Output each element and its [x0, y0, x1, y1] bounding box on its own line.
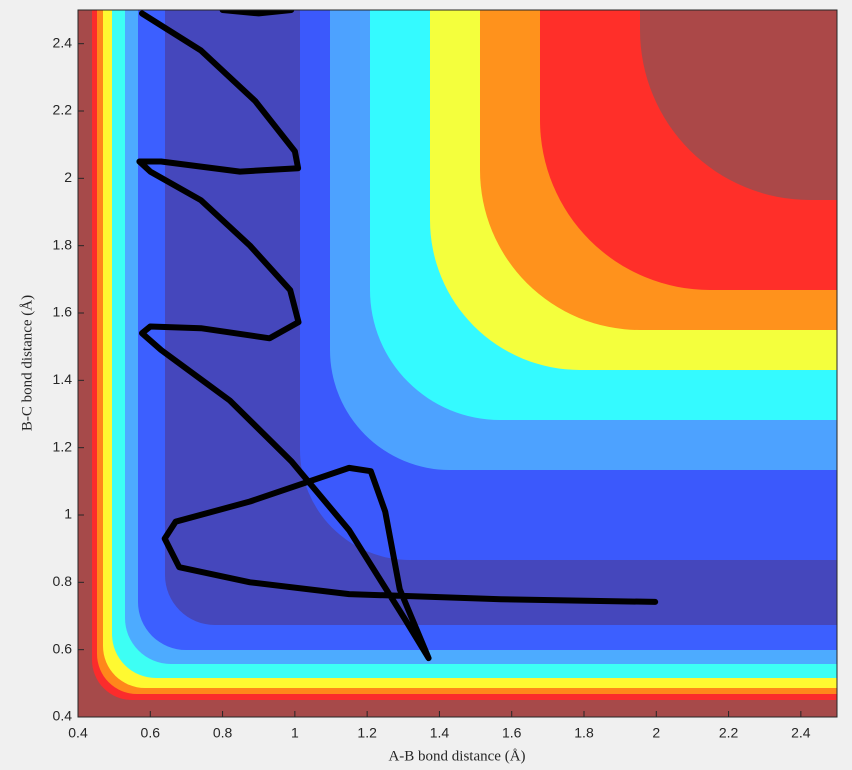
- y-tick-label: 2.4: [53, 34, 73, 50]
- x-tick-label: 0.4: [68, 725, 88, 741]
- trajectory-layer: [136, 10, 659, 662]
- potential-surface: [78, 10, 837, 717]
- x-axis-label: A-B bond distance (Å): [388, 748, 525, 764]
- x-tick-label: 1.8: [574, 725, 594, 741]
- x-tick-label: 2: [652, 725, 660, 741]
- y-tick-label: 1.8: [53, 236, 73, 252]
- contour-band: [640, 10, 837, 200]
- y-axis-label: B-C bond distance (Å): [19, 295, 35, 431]
- y-tick-label: 2: [64, 169, 72, 185]
- x-tick-label: 0.8: [213, 725, 233, 741]
- plot-frame: [77, 9, 838, 718]
- y-tick-label: 2.2: [53, 102, 73, 118]
- y-tick-label: 0.4: [53, 708, 73, 724]
- x-tick-label: 2.4: [791, 725, 811, 741]
- x-tick-label: 2.2: [719, 725, 739, 741]
- x-tick-label: 0.6: [141, 725, 161, 741]
- y-tick-label: 1.2: [53, 438, 73, 454]
- y-tick-label: 1: [64, 506, 72, 522]
- x-tick-label: 1.4: [430, 725, 450, 741]
- y-tick-label: 1.4: [53, 371, 73, 387]
- y-tick-label: 1.6: [53, 304, 73, 320]
- x-tick-label: 1.2: [357, 725, 377, 741]
- x-tick-label: 1: [291, 725, 299, 741]
- trajectory: [136, 10, 659, 662]
- y-tick-label: 0.6: [53, 640, 73, 656]
- y-tick-label: 0.8: [53, 573, 73, 589]
- x-tick-label: 1.6: [502, 725, 522, 741]
